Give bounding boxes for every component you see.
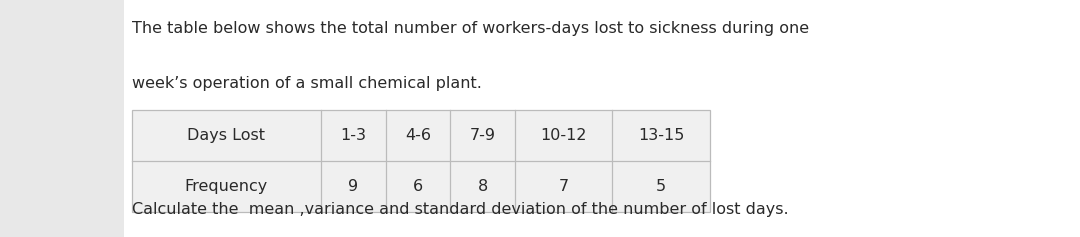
Text: 6: 6 xyxy=(413,179,423,194)
Text: Frequency: Frequency xyxy=(185,179,268,194)
Text: 1-3: 1-3 xyxy=(340,128,366,143)
Text: The table below shows the total number of workers-days lost to sickness during o: The table below shows the total number o… xyxy=(132,21,809,36)
Text: 10-12: 10-12 xyxy=(540,128,588,143)
Text: 13-15: 13-15 xyxy=(638,128,684,143)
Bar xyxy=(0,0,124,237)
Text: 7: 7 xyxy=(558,179,569,194)
Text: 4-6: 4-6 xyxy=(405,128,431,143)
Text: 7-9: 7-9 xyxy=(470,128,496,143)
Text: 5: 5 xyxy=(656,179,666,194)
Text: week’s operation of a small chemical plant.: week’s operation of a small chemical pla… xyxy=(132,76,482,91)
Text: 9: 9 xyxy=(348,179,359,194)
Text: 8: 8 xyxy=(477,179,488,194)
Text: Days Lost: Days Lost xyxy=(187,128,266,143)
Text: Calculate the  mean ,variance and standard deviation of the number of lost days.: Calculate the mean ,variance and standar… xyxy=(132,202,788,217)
Bar xyxy=(132,110,710,212)
